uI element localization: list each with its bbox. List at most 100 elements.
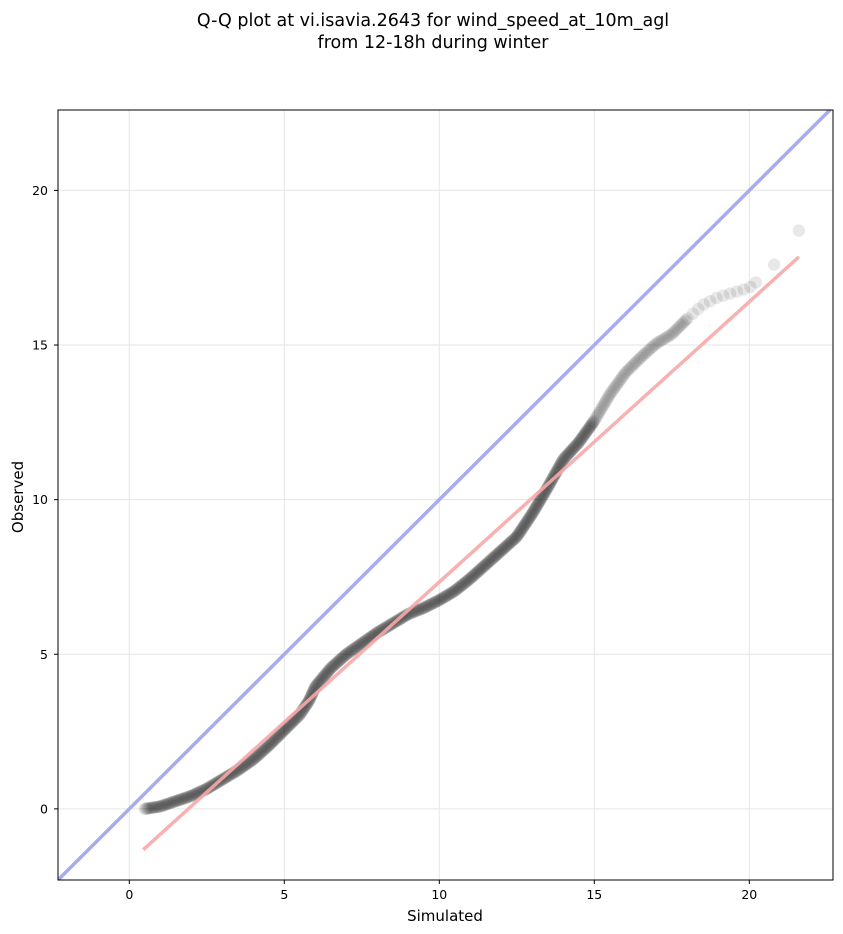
- qq-point: [611, 376, 625, 390]
- qq-point: [576, 430, 590, 443]
- qq-point: [587, 414, 601, 428]
- qq-point: [651, 336, 665, 349]
- qq-point: [568, 440, 582, 453]
- qq-point: [142, 802, 155, 815]
- qq-point: [557, 452, 570, 466]
- qq-point: [483, 555, 496, 568]
- qq-point: [528, 503, 541, 516]
- qq-point: [170, 794, 184, 807]
- qq-point: [585, 418, 598, 432]
- qq-point: [524, 509, 538, 522]
- qq-point: [589, 412, 602, 426]
- qq-point: [525, 508, 538, 521]
- qq-point: [436, 591, 450, 605]
- qq-point: [449, 583, 463, 597]
- qq-point: [256, 744, 270, 757]
- qq-point: [379, 621, 392, 634]
- qq-point: [346, 643, 360, 656]
- qq-point: [744, 280, 757, 294]
- qq-point: [573, 435, 586, 448]
- qq-point: [597, 398, 610, 411]
- qq-point: [173, 793, 186, 807]
- qq-point: [259, 742, 272, 755]
- qq-point: [421, 599, 435, 612]
- qq-point: [567, 442, 580, 455]
- qq-point: [475, 562, 488, 575]
- qq-point: [174, 793, 187, 806]
- qq-point: [479, 558, 493, 571]
- qq-point: [658, 332, 671, 345]
- qq-point: [378, 621, 391, 635]
- qq-point: [710, 291, 723, 305]
- qq-point: [269, 732, 283, 745]
- qq-point: [474, 563, 487, 576]
- qq-point: [577, 429, 590, 442]
- qq-point: [481, 556, 494, 570]
- x-tick-label: 15: [586, 887, 602, 902]
- qq-point: [460, 574, 474, 588]
- qq-point: [179, 791, 193, 804]
- qq-point: [146, 801, 160, 814]
- qq-point: [519, 517, 532, 530]
- qq-point: [439, 589, 453, 603]
- qq-point: [162, 797, 176, 810]
- chart-title: Q-Q plot at vi.isavia.2643 for wind_spee…: [0, 10, 843, 54]
- qq-point: [578, 427, 592, 440]
- qq-point: [267, 734, 280, 748]
- qq-point: [305, 688, 319, 701]
- qq-point: [500, 539, 513, 553]
- qq-point: [528, 502, 542, 515]
- qq-point: [723, 287, 737, 300]
- qq-point: [523, 510, 537, 523]
- qq-point: [347, 642, 361, 655]
- qq-point: [585, 417, 599, 431]
- qq-point: [664, 328, 677, 342]
- qq-point: [669, 324, 682, 337]
- qq-point: [451, 582, 465, 595]
- chart-title-line1: Q-Q plot at vi.isavia.2643 for wind_spee…: [196, 11, 670, 31]
- qq-point: [435, 592, 449, 605]
- qq-point: [493, 545, 507, 558]
- qq-point: [548, 468, 562, 481]
- qq-point: [448, 584, 462, 597]
- qq-point: [632, 353, 645, 366]
- qq-point: [338, 649, 351, 663]
- qq-point: [558, 452, 571, 465]
- qq-point: [313, 675, 326, 688]
- qq-point: [201, 781, 215, 795]
- qq-point: [541, 480, 555, 494]
- qq-point: [244, 755, 257, 768]
- qq-point: [521, 514, 534, 527]
- qq-point: [488, 550, 502, 563]
- qq-point: [176, 792, 189, 806]
- qq-point: [495, 543, 509, 557]
- qq-point: [414, 603, 427, 616]
- qq-point: [457, 577, 470, 591]
- qq-point: [453, 580, 466, 594]
- qq-point: [243, 755, 256, 769]
- y-tick-label: 5: [40, 647, 48, 662]
- qq-point: [441, 588, 455, 602]
- qq-point: [325, 661, 338, 674]
- qq-point: [400, 609, 413, 622]
- qq-point: [318, 668, 332, 682]
- qq-point: [572, 436, 586, 449]
- qq-point: [563, 445, 577, 459]
- x-tick-label: 5: [280, 887, 288, 902]
- qq-point: [272, 729, 285, 743]
- qq-point: [415, 602, 428, 615]
- qq-point: [512, 527, 526, 540]
- qq-point: [592, 406, 606, 420]
- qq-point: [662, 330, 675, 343]
- qq-point: [618, 366, 632, 380]
- qq-point: [438, 590, 452, 604]
- qq-point: [418, 601, 432, 614]
- qq-point: [222, 769, 235, 783]
- qq-point: [273, 728, 286, 742]
- qq-point: [559, 450, 573, 463]
- qq-point: [671, 322, 684, 335]
- qq-point: [613, 374, 626, 388]
- qq-point: [498, 541, 511, 554]
- qq-point: [549, 467, 562, 480]
- qq-point: [354, 637, 368, 651]
